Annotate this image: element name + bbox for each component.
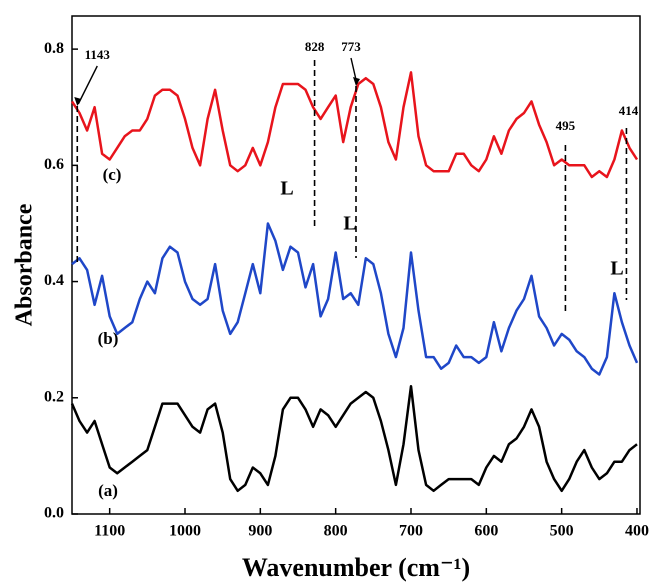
y-tick-label: 0.4 bbox=[44, 272, 64, 289]
x-tick-label: 800 bbox=[324, 523, 348, 540]
x-tick-label: 900 bbox=[248, 523, 272, 540]
x-tick-label: 1100 bbox=[94, 523, 125, 540]
series-line bbox=[71, 222, 639, 376]
x-tick-label: 500 bbox=[550, 523, 574, 540]
y-tick-label: 0.2 bbox=[44, 388, 64, 405]
annotation-arrow bbox=[77, 65, 98, 105]
x-tick-label: 700 bbox=[399, 523, 423, 540]
plot-frame bbox=[71, 15, 641, 515]
peak-label: L bbox=[610, 258, 623, 280]
annotation-label: 414 bbox=[619, 103, 639, 118]
annotation-label: 1143 bbox=[85, 47, 111, 62]
y-axis-title: Absorbance bbox=[12, 203, 38, 326]
annotation-label: 495 bbox=[556, 118, 576, 133]
annotation-label: 773 bbox=[341, 39, 361, 54]
peak-label: L bbox=[280, 178, 293, 200]
peak-label: L bbox=[343, 213, 356, 235]
x-tick-label: 1000 bbox=[169, 523, 201, 540]
series-line bbox=[70, 71, 639, 179]
series-label: (c) bbox=[103, 165, 122, 184]
arrow-head bbox=[353, 77, 360, 86]
arrow-head bbox=[74, 97, 82, 106]
annotation-label: 828 bbox=[305, 39, 325, 54]
series-label: (a) bbox=[98, 481, 118, 500]
x-tick-label: 600 bbox=[474, 523, 498, 540]
series-line bbox=[70, 384, 638, 493]
y-tick-label: 0.6 bbox=[44, 156, 64, 173]
x-tick-label: 400 bbox=[625, 523, 649, 540]
x-axis-title: Wavenumber (cm⁻¹) bbox=[242, 553, 470, 582]
y-tick-label: 0.8 bbox=[44, 40, 64, 57]
series-label: (b) bbox=[98, 329, 119, 348]
y-tick-label: 0.0 bbox=[44, 505, 64, 522]
